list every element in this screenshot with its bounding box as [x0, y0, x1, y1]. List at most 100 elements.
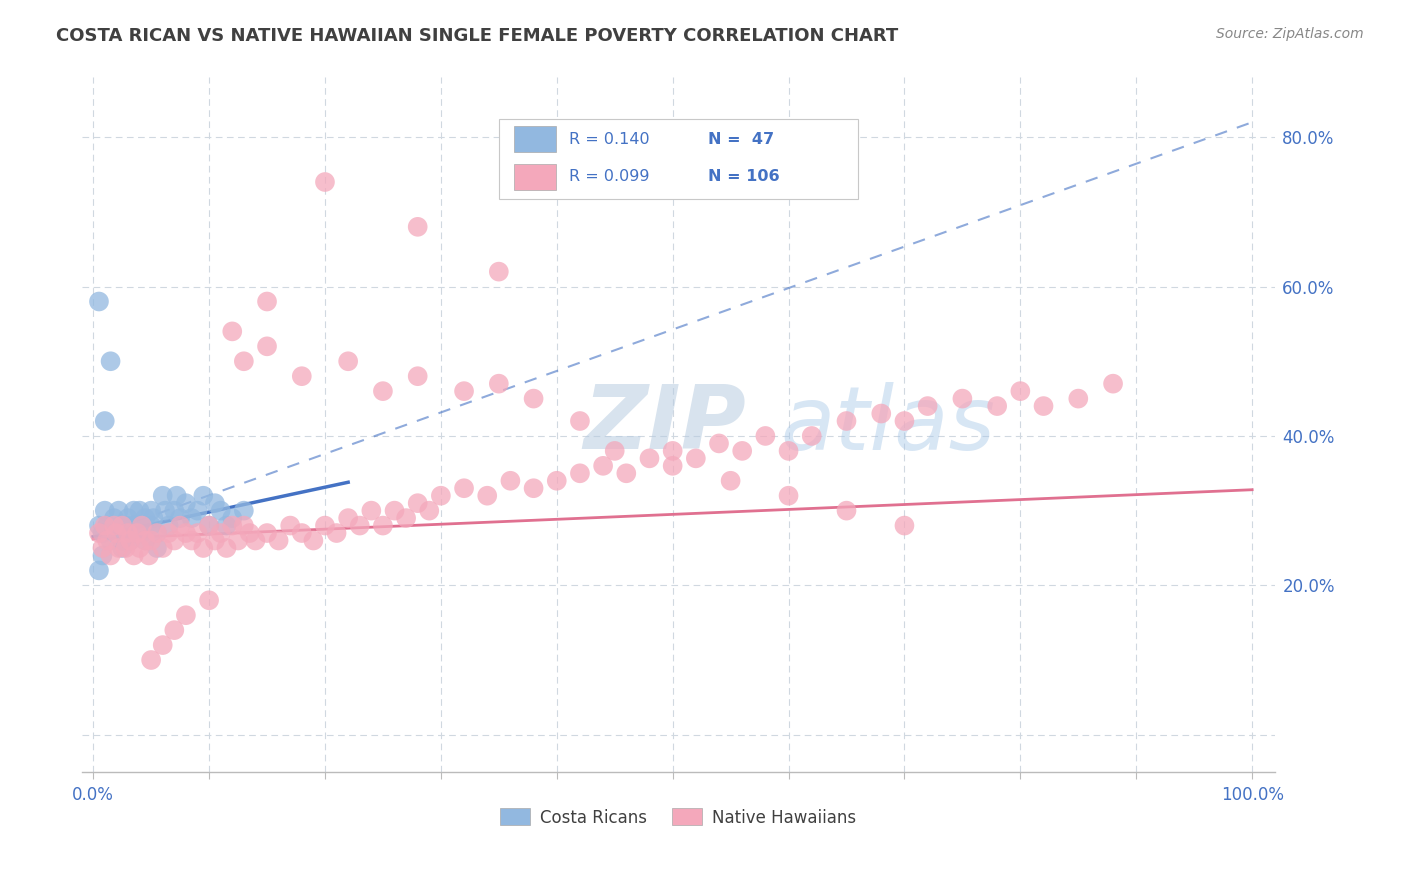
Point — [778, 489, 800, 503]
Point — [134, 533, 156, 548]
Point — [114, 541, 136, 555]
Point — [685, 451, 707, 466]
Point — [488, 376, 510, 391]
Point — [720, 474, 742, 488]
Point — [488, 265, 510, 279]
Point — [169, 518, 191, 533]
Point — [395, 511, 418, 525]
Point — [186, 503, 208, 517]
Point — [198, 518, 221, 533]
Point — [209, 503, 232, 517]
Legend: Costa Ricans, Native Hawaiians: Costa Ricans, Native Hawaiians — [494, 802, 863, 833]
Point — [314, 518, 336, 533]
Point — [430, 489, 453, 503]
Point — [122, 549, 145, 563]
Point — [1032, 399, 1054, 413]
Point — [1067, 392, 1090, 406]
Point — [153, 503, 176, 517]
Point — [139, 653, 162, 667]
Point — [96, 533, 118, 548]
Point — [180, 533, 202, 548]
Point — [180, 511, 202, 525]
Point — [204, 496, 226, 510]
Point — [209, 526, 232, 541]
Point — [120, 533, 142, 548]
Point — [453, 384, 475, 398]
Point — [893, 414, 915, 428]
Point — [163, 533, 186, 548]
Point — [134, 533, 156, 548]
Point — [778, 443, 800, 458]
Text: R = 0.140: R = 0.140 — [568, 132, 650, 147]
Point — [523, 481, 546, 495]
Point — [221, 325, 243, 339]
Point — [198, 518, 221, 533]
Point — [568, 467, 591, 481]
Point — [337, 354, 360, 368]
Point — [371, 518, 394, 533]
Point — [1102, 376, 1125, 391]
Point — [256, 294, 278, 309]
Point — [384, 503, 406, 517]
Point — [128, 503, 150, 517]
Point — [91, 526, 114, 541]
Point — [131, 526, 153, 541]
Point — [418, 503, 440, 517]
Point — [142, 511, 165, 525]
Point — [267, 533, 290, 548]
Point — [371, 384, 394, 398]
Point — [166, 489, 188, 503]
Point — [256, 526, 278, 541]
Point — [950, 392, 973, 406]
Point — [1010, 384, 1032, 398]
Point — [120, 533, 142, 548]
Text: COSTA RICAN VS NATIVE HAWAIIAN SINGLE FEMALE POVERTY CORRELATION CHART: COSTA RICAN VS NATIVE HAWAIIAN SINGLE FE… — [56, 27, 898, 45]
Point — [122, 518, 145, 533]
Point — [731, 443, 754, 458]
Point — [174, 496, 197, 510]
Point — [198, 593, 221, 607]
Point — [91, 541, 114, 555]
Point — [134, 511, 156, 525]
Point — [592, 458, 614, 473]
Point — [107, 503, 129, 517]
Point — [169, 511, 191, 525]
FancyBboxPatch shape — [499, 120, 858, 199]
Point — [835, 414, 858, 428]
Point — [661, 458, 683, 473]
Text: N = 106: N = 106 — [709, 169, 780, 185]
Point — [603, 443, 626, 458]
Point — [127, 526, 149, 541]
Point — [94, 503, 117, 517]
Point — [291, 369, 314, 384]
Point — [360, 503, 382, 517]
Point — [453, 481, 475, 495]
Point — [226, 533, 249, 548]
Text: N =  47: N = 47 — [709, 132, 775, 147]
Point — [127, 526, 149, 541]
Point — [174, 526, 197, 541]
Point — [94, 414, 117, 428]
Point — [122, 503, 145, 517]
Point — [754, 429, 776, 443]
Point — [152, 489, 174, 503]
Point — [232, 518, 254, 533]
Point — [193, 489, 215, 503]
Point — [111, 541, 134, 555]
Point — [100, 549, 122, 563]
Point — [707, 436, 730, 450]
Point — [139, 503, 162, 517]
Point — [107, 541, 129, 555]
Point — [193, 541, 215, 555]
Text: Source: ZipAtlas.com: Source: ZipAtlas.com — [1216, 27, 1364, 41]
Point — [232, 354, 254, 368]
Point — [103, 511, 125, 525]
Point — [349, 518, 371, 533]
Point — [406, 219, 429, 234]
Point — [477, 489, 499, 503]
Point — [114, 518, 136, 533]
Point — [406, 369, 429, 384]
Point — [87, 526, 110, 541]
Point — [111, 518, 134, 533]
Point — [239, 526, 262, 541]
